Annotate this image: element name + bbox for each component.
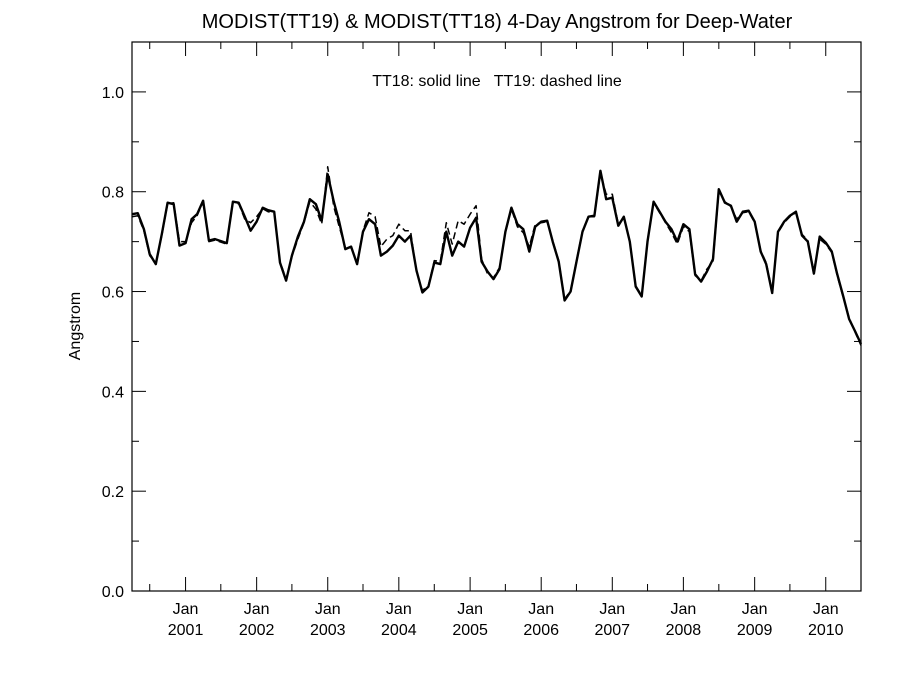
- x-tick-month: Jan: [457, 601, 483, 618]
- x-tick-year: 2002: [239, 622, 275, 639]
- x-tick-year: 2008: [666, 622, 702, 639]
- y-tick-label: 0.6: [102, 285, 124, 302]
- x-tick-month: Jan: [670, 601, 696, 618]
- x-tick-month: Jan: [742, 601, 768, 618]
- x-tick-month: Jan: [528, 601, 554, 618]
- x-tick-month: Jan: [244, 601, 270, 618]
- x-tick-month: Jan: [813, 601, 839, 618]
- x-tick-year: 2010: [808, 622, 844, 639]
- plot-frame: [131, 41, 862, 592]
- series-line-tt18: [131, 169, 863, 345]
- x-tick-year: 2006: [523, 622, 559, 639]
- y-tick-label: 0.8: [102, 185, 124, 202]
- y-tick-label: 0.4: [102, 384, 124, 401]
- legend-annotation: TT18: solid line TT19: dashed line: [372, 73, 622, 90]
- x-tick-month: Jan: [173, 601, 199, 618]
- x-axis: Jan 2001 Jan 2002 Jan 2003 Jan 2004 Jan 2005 Jan 20…: [149, 42, 862, 639]
- x-tick-year: 2004: [381, 622, 417, 639]
- y-axis-label: Angstrom: [67, 292, 84, 360]
- x-tick-month: Jan: [315, 601, 341, 618]
- x-tick-year: 2009: [737, 622, 773, 639]
- y-tick-label: 0.2: [102, 484, 124, 501]
- x-tick-year: 2001: [168, 622, 204, 639]
- chart-title: MODIST(TT19) & MODIST(TT18) 4-Day Angstr…: [202, 11, 793, 33]
- x-tick-month: Jan: [599, 601, 625, 618]
- x-tick-month: Jan: [386, 601, 412, 618]
- y-tick-label: 0.0: [102, 584, 124, 601]
- series-line-tt19: [131, 166, 862, 346]
- x-tick-year: 2003: [310, 622, 346, 639]
- y-tick-label: 1.0: [102, 85, 124, 102]
- series-layer: [131, 166, 863, 346]
- x-tick-year: 2005: [452, 622, 488, 639]
- x-tick-year: 2007: [594, 622, 630, 639]
- y-axis: 0.0 0.2 0.4 0.6 0.8 1.0: [102, 85, 861, 601]
